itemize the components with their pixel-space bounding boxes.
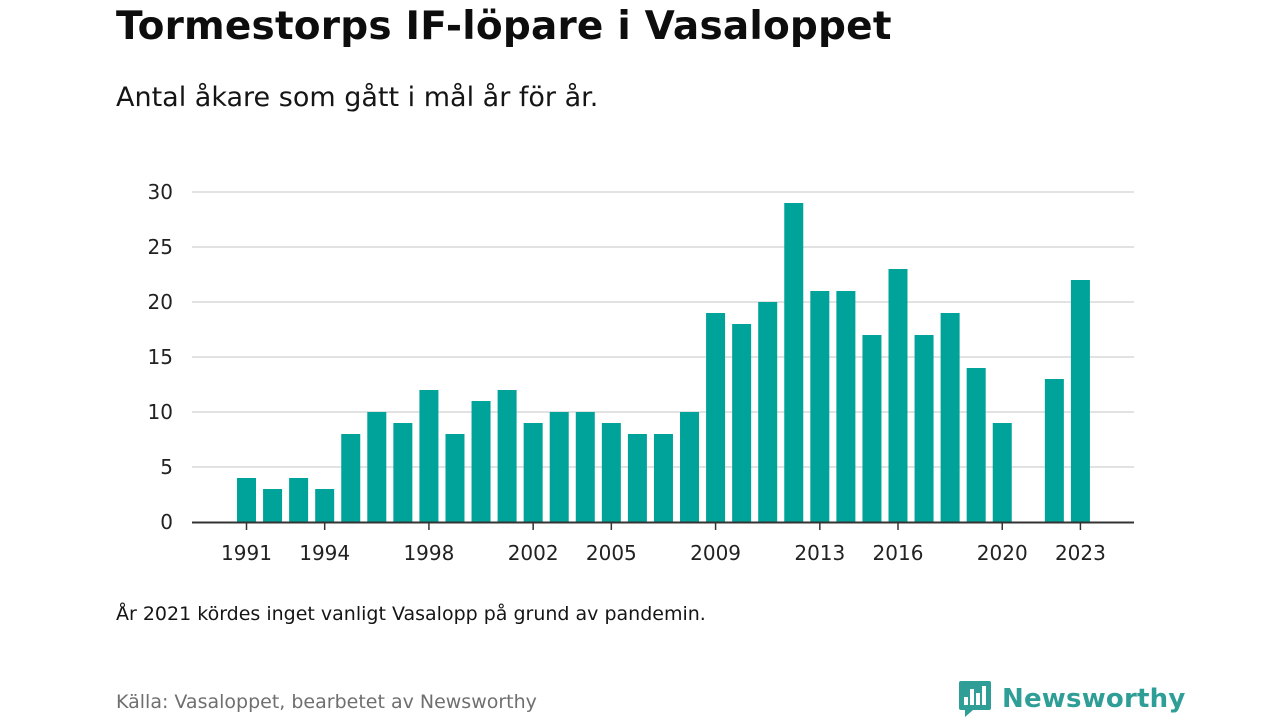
bars — [237, 203, 1090, 522]
chart-title: Tormestorps IF-löpare i Vasaloppet — [116, 4, 892, 49]
source-credit: Källa: Vasaloppet, bearbetet av Newswort… — [116, 691, 537, 713]
bar-2004 — [575, 412, 595, 522]
bar-1991 — [237, 478, 256, 522]
bar-2017 — [914, 335, 934, 522]
bar-2010 — [732, 324, 752, 522]
bar-1998 — [419, 390, 439, 522]
axes: 0 5 10 15 20 25 30 1991 1994 1998 2002 2005 2009 2013… — [148, 180, 1134, 565]
bar-2011 — [758, 302, 778, 522]
bar-2008 — [680, 412, 700, 522]
bar-1993 — [289, 478, 309, 522]
y-tick-label-15: 15 — [148, 345, 173, 369]
x-tick-label-2023: 2023 — [1055, 541, 1106, 565]
bar-2003 — [549, 412, 569, 522]
bar-2018 — [940, 313, 960, 522]
x-tick-label-2005: 2005 — [586, 541, 637, 565]
bar-2001 — [497, 390, 517, 522]
y-tick-label-5: 5 — [160, 455, 173, 479]
chart-note: År 2021 kördes inget vanligt Vasalopp på… — [116, 603, 706, 625]
bar-2014 — [836, 291, 856, 522]
bar-2013 — [810, 291, 830, 522]
y-tick-label-20: 20 — [148, 290, 173, 314]
bar-1992 — [263, 489, 283, 522]
bar-chart-speech-bubble-icon — [959, 681, 991, 717]
bar-chart: 0 5 10 15 20 25 30 1991 1994 1998 2002 2005 2009 2013… — [148, 180, 1134, 565]
brand-name: Newsworthy — [1002, 684, 1186, 714]
bar-2016 — [888, 269, 908, 522]
x-tick-label-1998: 1998 — [403, 541, 454, 565]
y-tick-label-0: 0 — [160, 510, 173, 534]
x-tick-label-2013: 2013 — [794, 541, 845, 565]
x-tick-label-1994: 1994 — [299, 541, 350, 565]
bar-2022 — [1044, 379, 1064, 522]
x-tick-label-2016: 2016 — [873, 541, 924, 565]
bar-2002 — [523, 423, 543, 522]
bar-2019 — [966, 368, 986, 522]
bar-2020 — [992, 423, 1012, 522]
bar-2023 — [1070, 280, 1090, 522]
bar-1996 — [367, 412, 387, 522]
bar-1997 — [393, 423, 413, 522]
x-tick-label-1991: 1991 — [221, 541, 272, 565]
gridlines — [192, 191, 1134, 468]
brand-logo: Newsworthy — [958, 680, 1185, 718]
y-tick-label-25: 25 — [148, 235, 173, 259]
bar-2000 — [471, 401, 491, 522]
bar-2007 — [653, 434, 673, 522]
y-tick-label-30: 30 — [148, 180, 173, 204]
x-tick-label-2009: 2009 — [690, 541, 741, 565]
chart-subtitle: Antal åkare som gått i mål år för år. — [116, 82, 599, 113]
bar-2006 — [627, 434, 647, 522]
bar-1999 — [445, 434, 465, 522]
x-tick-label-2020: 2020 — [977, 541, 1028, 565]
x-tick-label-2002: 2002 — [508, 541, 559, 565]
y-tick-label-10: 10 — [148, 400, 173, 424]
bar-1994 — [315, 489, 335, 522]
bar-2015 — [862, 335, 882, 522]
bar-2009 — [706, 313, 726, 522]
bar-1995 — [341, 434, 361, 522]
bar-2012 — [784, 203, 804, 522]
bar-2005 — [601, 423, 621, 522]
